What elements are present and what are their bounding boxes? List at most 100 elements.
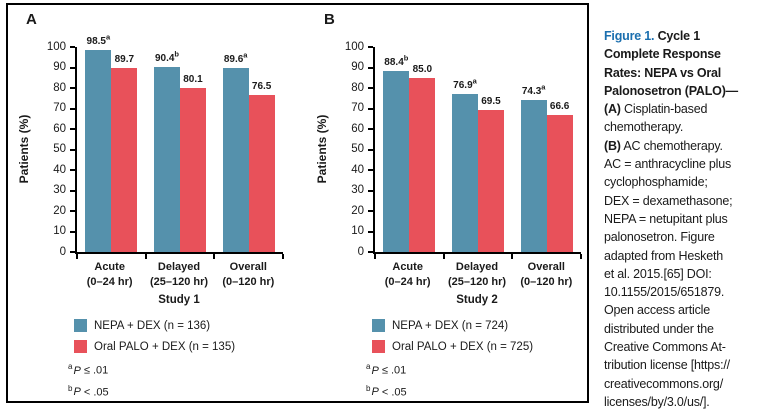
bar-value-label: 80.1 [183,73,203,85]
footnote-a: aP ≤ .01 [366,362,407,377]
category-line2: (0–24 hr) [384,275,431,288]
y-tick-label: 40 [351,163,364,176]
x-axis-title: Study 2 [456,294,498,306]
y-tick-label: 50 [351,142,364,155]
y-tick-mark [70,189,75,192]
y-axis-tick-labels: 0 10 20 30 40 50 60 70 80 90 100 [306,41,366,257]
y-tick-label: 60 [53,122,66,135]
footnote-b: bP < .05 [366,383,407,399]
y-tick-label: 50 [53,142,66,155]
category-line1: Overall [527,261,565,273]
y-tick-mark [70,46,75,48]
caption-line: (A) Cisplatin-based [604,100,757,118]
x-tick-mark [213,254,216,259]
caption-line: creativecommons.org/ [604,375,757,393]
bar-palo: 85.0 [409,64,436,252]
legend-swatch-palo [372,340,385,353]
y-tick-mark [70,210,75,212]
caption-bold-text: Palonosetron (PALO)— [604,83,738,98]
x-tick-mark [580,254,582,259]
y-tick-mark [70,66,75,69]
caption-line: 10.1155/2015/651879. [604,283,757,301]
y-tick-label: 0 [357,245,364,258]
caption-line: adapted from Hesketh [604,247,757,265]
bar-group: 89.6a 76.5 [214,47,283,252]
caption-text: tribution license [https:// [604,358,730,373]
y-tick-label: 10 [53,224,66,237]
caption-text: chemotherapy. [604,120,684,135]
category-label: Delayed (25–120 hr) [144,260,213,290]
y-tick-label: 90 [351,60,364,73]
legend-swatch-nepa [74,319,87,332]
caption-line: Open access article [604,301,757,319]
legend-item-nepa: NEPA + DEX (n = 724) [372,319,533,332]
y-tick-label: 60 [351,122,364,135]
x-tick-mark [511,254,514,259]
caption-text: adapted from Hesketh [604,248,723,263]
x-category-labels: Acute (0–24 hr) Delayed (25–120 hr) Overall (… [373,260,581,290]
bar-value-label: 89.7 [114,54,135,66]
bar-groups: 88.4b 85.0 76.9a 69.5 74.3a 66.6 [375,47,581,252]
caption-line: AC = anthracycline plus [604,155,757,173]
bar-group: 76.9a 69.5 [444,47,513,252]
caption-line: et al. 2015.[65] DOI: [604,265,757,283]
legend-item-palo: Oral PALO + DEX (n = 725) [372,340,533,353]
y-tick-mark [70,230,75,233]
bar-group: 98.5a 89.7 [77,34,146,252]
category-line2: (25–120 hr) [447,275,507,288]
category-line1: Overall [229,261,267,273]
category-label: Acute (0–24 hr) [373,260,442,290]
y-tick-mark [368,148,373,151]
y-tick-mark [70,87,75,89]
panel-b-label: B [324,11,335,28]
bar-value-label: 89.6a [223,51,248,66]
legend-swatch-palo [74,340,87,353]
category-line1: Delayed [455,261,499,273]
y-tick-mark [368,107,373,110]
bar-nepa: 88.4b [383,54,410,252]
legend-swatch-nepa [372,319,385,332]
caption-text: distributed under the [604,321,714,336]
caption-bold-text: Complete Response [604,47,721,62]
footnotes: aP ≤ .01 bP < .05 [68,358,109,401]
bar-group: 74.3a 66.6 [512,47,581,252]
bar-palo: 66.6 [546,101,573,252]
caption-text: AC = anthracycline plus [604,157,732,172]
bar-value-label: 98.5a [86,32,111,48]
y-tick-mark [368,230,373,233]
caption-text: Creative Commons At- [604,340,726,355]
caption-text: et al. 2015.[65] DOI: [604,266,712,281]
y-tick-mark [70,169,75,171]
legend-label-nepa: NEPA + DEX (n = 136) [94,319,211,332]
x-tick-mark [374,254,376,259]
caption-line: Rates: NEPA vs Oral [604,64,757,82]
category-line1: Acute [392,261,423,273]
bar-palo: 89.7 [111,54,138,252]
caption-line: Creative Commons At- [604,338,757,356]
panel-b: B Patients (%) 0 10 20 30 40 50 60 70 80 90 100 88… [306,5,590,399]
bar-value-label: 74.3a [521,82,546,97]
bar-value-label: 90.4b [154,49,180,64]
category-line1: Acute [94,261,125,273]
bar-group: 90.4b 80.1 [146,47,215,252]
legend-label-palo: Oral PALO + DEX (n = 135) [94,340,236,353]
caption-text: Open access article [604,303,710,318]
y-tick-mark [368,251,373,253]
y-tick-mark [368,46,373,48]
panel-a-label: A [26,11,37,28]
caption-figure-number: Figure 1. [604,29,655,43]
caption-line: Figure 1. Cycle 1 [604,27,757,45]
caption-bold-text: Cycle 1 [654,29,701,43]
x-category-labels: Acute (0–24 hr) Delayed (25–120 hr) Overall (… [75,260,283,290]
figure-caption: Figure 1. Cycle 1 Complete Response Rates:… [604,27,757,411]
caption-line: Complete Response [604,45,757,63]
bar-value-label: 66.6 [549,101,570,113]
category-label: Delayed (25–120 hr) [442,260,511,290]
bar-value-label: 69.5 [481,95,501,107]
bar-nepa: 74.3a [520,83,547,252]
figure-panels-box: A Patients (%) 0 10 20 30 40 50 60 70 80 90 100 98… [6,3,589,403]
bar-palo: 69.5 [477,96,504,252]
y-tick-mark [368,169,373,171]
legend: NEPA + DEX (n = 724) Oral PALO + DEX (n =… [372,319,533,361]
category-line2: (25–120 hr) [149,275,209,288]
